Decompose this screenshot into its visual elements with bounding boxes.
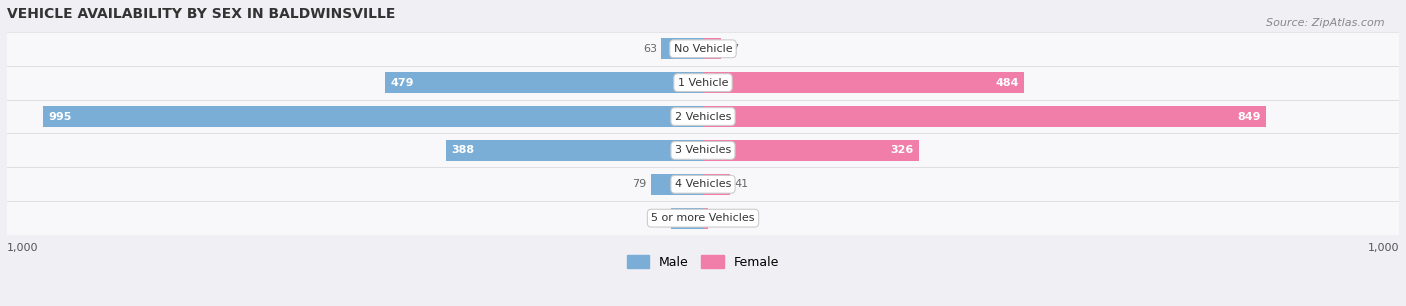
Bar	[703, 174, 730, 195]
Bar	[7, 66, 1399, 99]
Bar	[7, 167, 1399, 201]
Bar	[651, 174, 703, 195]
Text: 388: 388	[451, 145, 474, 155]
Text: 63: 63	[644, 44, 657, 54]
Bar	[7, 201, 1399, 235]
Text: 4 Vehicles: 4 Vehicles	[675, 179, 731, 189]
Bar	[671, 208, 703, 229]
Bar	[44, 106, 703, 127]
Text: 41: 41	[734, 179, 748, 189]
Text: No Vehicle: No Vehicle	[673, 44, 733, 54]
Text: 1 Vehicle: 1 Vehicle	[678, 78, 728, 88]
Text: 995: 995	[49, 111, 72, 121]
Text: Source: ZipAtlas.com: Source: ZipAtlas.com	[1267, 18, 1385, 28]
Text: 5 or more Vehicles: 5 or more Vehicles	[651, 213, 755, 223]
Bar	[7, 32, 1399, 66]
Bar	[703, 38, 721, 59]
Text: VEHICLE AVAILABILITY BY SEX IN BALDWINSVILLE: VEHICLE AVAILABILITY BY SEX IN BALDWINSV…	[7, 7, 395, 21]
Bar	[385, 72, 703, 93]
Text: 1,000: 1,000	[7, 243, 38, 252]
Text: 484: 484	[995, 78, 1018, 88]
Text: 8: 8	[713, 213, 720, 223]
Text: 2 Vehicles: 2 Vehicles	[675, 111, 731, 121]
Bar	[7, 99, 1399, 133]
Text: 849: 849	[1237, 111, 1261, 121]
Bar	[446, 140, 703, 161]
Text: 3 Vehicles: 3 Vehicles	[675, 145, 731, 155]
Text: 49: 49	[652, 213, 666, 223]
Text: 326: 326	[890, 145, 914, 155]
Bar	[703, 140, 920, 161]
Text: 1,000: 1,000	[1368, 243, 1399, 252]
Bar	[703, 106, 1265, 127]
Bar	[661, 38, 703, 59]
Bar	[703, 208, 709, 229]
Bar	[7, 133, 1399, 167]
Text: 27: 27	[725, 44, 740, 54]
Legend: Male, Female: Male, Female	[621, 250, 785, 274]
Bar	[703, 72, 1024, 93]
Text: 479: 479	[391, 78, 415, 88]
Text: 79: 79	[633, 179, 647, 189]
